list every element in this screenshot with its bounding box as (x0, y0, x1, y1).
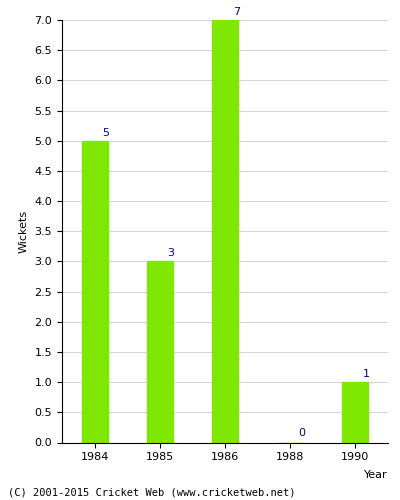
Bar (212, 20, 238, 442)
Bar (147, 262, 173, 442)
Text: 7: 7 (233, 7, 240, 17)
Y-axis label: Wickets: Wickets (19, 210, 29, 253)
Bar (342, 382, 368, 442)
Text: Year: Year (364, 470, 388, 480)
Text: 5: 5 (102, 128, 110, 138)
Text: 3: 3 (168, 248, 175, 258)
Text: 1: 1 (363, 369, 370, 379)
Text: 0: 0 (298, 428, 305, 438)
Bar (82, 140, 108, 442)
Text: (C) 2001-2015 Cricket Web (www.cricketweb.net): (C) 2001-2015 Cricket Web (www.cricketwe… (8, 488, 296, 498)
